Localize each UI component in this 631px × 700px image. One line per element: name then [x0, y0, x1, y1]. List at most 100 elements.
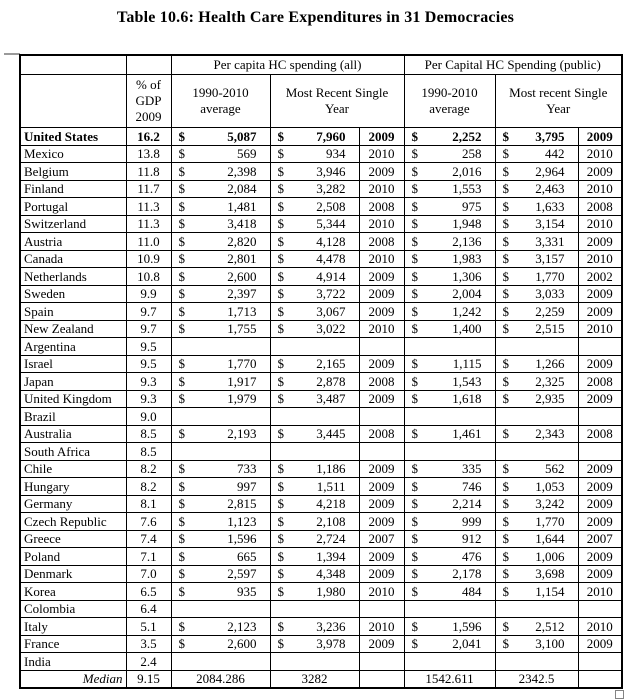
year-all-cell: 2009	[358, 547, 405, 566]
amount-value: 1,979	[227, 391, 257, 407]
year-all-cell: 2009	[358, 512, 405, 531]
currency-symbol: $	[411, 373, 419, 389]
year-public-cell	[577, 652, 623, 671]
table-row: Australia 8.5 $2,193 $3,445 2008 $1,461 $2,343…	[19, 424, 623, 443]
currency-symbol: $	[411, 583, 419, 599]
recent-all-cell	[269, 652, 360, 671]
currency-symbol: $	[178, 163, 186, 179]
amount-value: 2,801	[227, 251, 257, 267]
avg-all-cell: $2,398	[170, 162, 271, 181]
year-public-cell: 2009	[577, 634, 623, 653]
amount-value: 1,154	[535, 583, 565, 599]
table-row: New Zealand 9.7 $1,755 $3,022 2010 $1,400 $2,5…	[19, 319, 623, 338]
median-recent-public-cell: 2342.5	[494, 669, 579, 689]
recent-public-cell: $1,770	[494, 512, 579, 531]
amount-value: 2,515	[535, 321, 565, 337]
amount-value: 3,100	[535, 636, 565, 652]
amount-value: 3,157	[535, 251, 565, 267]
amount-value: 2,165	[316, 356, 346, 372]
currency-symbol: $	[178, 286, 186, 302]
recent-all-cell: $2,108	[269, 512, 360, 531]
column-header-row: % of GDP 2009 1990-2010 average Most Rec…	[19, 74, 623, 128]
currency-symbol: $	[411, 513, 419, 529]
avg-all-cell: $665	[170, 547, 271, 566]
amount-value: 1,917	[227, 373, 257, 389]
year-all-cell: 2009	[358, 389, 405, 408]
table-resize-handle[interactable]	[615, 690, 624, 699]
recent-public-cell: $1,154	[494, 582, 579, 601]
gdp-cell: 11.8	[125, 162, 172, 181]
country-cell: France	[19, 634, 127, 653]
table-row: Poland 7.1 $665 $1,394 2009 $476 $1,006 2009	[19, 547, 623, 566]
year-all-cell: 2009	[358, 267, 405, 286]
currency-symbol: $	[502, 356, 510, 372]
currency-symbol: $	[502, 391, 510, 407]
avg-public-cell: $2,178	[403, 564, 496, 583]
avg-public-cell: $999	[403, 512, 496, 531]
amount-value: 3,722	[316, 286, 346, 302]
country-cell: Netherlands	[19, 267, 127, 286]
year-public-cell: 2010	[577, 144, 623, 163]
year-all-cell: 2008	[358, 372, 405, 391]
country-cell: South Africa	[19, 442, 127, 461]
currency-symbol: $	[178, 128, 186, 144]
currency-symbol: $	[411, 146, 419, 162]
currency-symbol: $	[178, 216, 186, 232]
table-row: South Africa 8.5	[19, 442, 623, 461]
gdp-cell: 8.5	[125, 442, 172, 461]
gdp-cell: 13.8	[125, 144, 172, 163]
recent-public-cell: $2,325	[494, 372, 579, 391]
year-public-cell: 2009	[577, 127, 623, 146]
median-avg-public-cell: 1542.611	[403, 669, 496, 689]
recent-all-cell: $3,487	[269, 389, 360, 408]
country-cell: Czech Republic	[19, 512, 127, 531]
currency-symbol: $	[411, 426, 419, 442]
year-all-cell: 2009	[358, 127, 405, 146]
currency-symbol: $	[277, 216, 285, 232]
currency-symbol: $	[411, 216, 419, 232]
currency-symbol: $	[178, 566, 186, 582]
amount-value: 2,325	[535, 373, 565, 389]
recent-all-cell	[269, 442, 360, 461]
amount-value: 2,508	[316, 198, 346, 214]
amount-value: 7,960	[316, 128, 346, 144]
amount-value: 4,914	[316, 268, 346, 284]
recent-all-cell: $2,508	[269, 197, 360, 216]
table-row: Sweden 9.9 $2,397 $3,722 2009 $2,004 $3,033 200…	[19, 284, 623, 303]
year-public-cell	[577, 442, 623, 461]
median-year-public-cell	[577, 669, 623, 689]
avg-public-cell	[403, 407, 496, 426]
amount-value: 1,618	[452, 391, 482, 407]
corner-cell-gdp	[125, 54, 172, 75]
amount-value: 2,600	[227, 636, 257, 652]
amount-value: 1,633	[535, 198, 565, 214]
recent-public-cell: $2,512	[494, 617, 579, 636]
country-cell: Canada	[19, 249, 127, 268]
gdp-cell: 11.0	[125, 232, 172, 251]
avg-public-cell	[403, 442, 496, 461]
column-header-avg-public: 1990-2010 average	[403, 74, 496, 128]
amount-value: 2,463	[535, 181, 565, 197]
recent-public-cell: $2,343	[494, 424, 579, 443]
amount-value: 2,004	[452, 286, 482, 302]
avg-all-cell: $2,397	[170, 284, 271, 303]
amount-value: 3,331	[535, 233, 565, 249]
year-public-cell: 2009	[577, 547, 623, 566]
currency-symbol: $	[411, 128, 419, 144]
table-row: Portugal 11.3 $1,481 $2,508 2008 $975 $1,633 20…	[19, 197, 623, 216]
currency-symbol: $	[502, 268, 510, 284]
gdp-cell: 9.7	[125, 302, 172, 321]
currency-symbol: $	[178, 198, 186, 214]
table-row: Greece 7.4 $1,596 $2,724 2007 $912 $1,644 2007	[19, 529, 623, 548]
median-recent-all-cell: 3282	[269, 669, 360, 689]
amount-value: 3,487	[316, 391, 346, 407]
recent-public-cell: $2,935	[494, 389, 579, 408]
amount-value: 3,033	[535, 286, 565, 302]
recent-public-cell: $3,154	[494, 214, 579, 233]
gdp-cell: 7.0	[125, 564, 172, 583]
avg-all-cell: $1,755	[170, 319, 271, 338]
amount-value: 1,242	[452, 303, 482, 319]
gdp-cell: 9.3	[125, 389, 172, 408]
year-public-cell: 2010	[577, 582, 623, 601]
avg-public-cell: $258	[403, 144, 496, 163]
